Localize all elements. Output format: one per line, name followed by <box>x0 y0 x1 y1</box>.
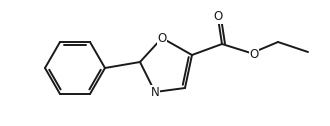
Text: O: O <box>249 48 259 60</box>
Text: O: O <box>214 10 223 24</box>
Text: N: N <box>150 86 159 99</box>
Text: O: O <box>157 32 167 44</box>
